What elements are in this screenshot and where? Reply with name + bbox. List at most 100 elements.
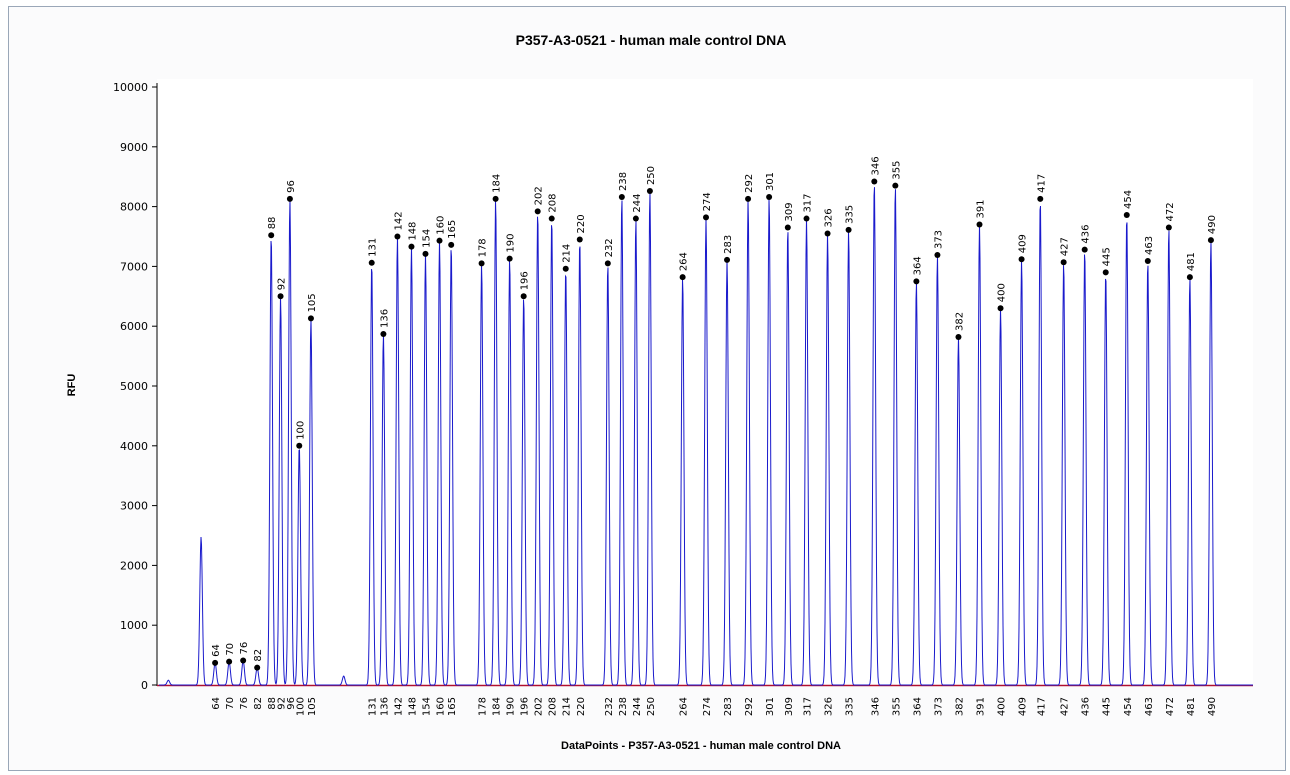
peak-marker bbox=[845, 226, 852, 233]
peak-label: 148 bbox=[407, 222, 418, 241]
x-tick-label: 88 bbox=[267, 697, 278, 710]
y-tick-label: 3000 bbox=[120, 500, 148, 513]
peak-marker bbox=[871, 178, 878, 185]
peak-label: 184 bbox=[492, 174, 503, 193]
y-tick-label: 8000 bbox=[120, 201, 148, 214]
peak-label: 364 bbox=[912, 256, 923, 275]
x-tick-label: 92 bbox=[277, 697, 288, 710]
peak-marker bbox=[784, 224, 791, 231]
peak-label: 160 bbox=[436, 216, 447, 235]
x-tick-label: 400 bbox=[997, 697, 1008, 716]
peak-marker bbox=[436, 237, 443, 244]
peak-marker bbox=[492, 195, 499, 202]
x-tick-label: 196 bbox=[520, 697, 531, 716]
peak-marker bbox=[703, 214, 709, 221]
peak-marker bbox=[632, 215, 639, 222]
peak-label: 335 bbox=[845, 205, 856, 224]
peak-label: 326 bbox=[824, 208, 835, 227]
peak-marker bbox=[679, 274, 686, 281]
x-tick-label: 178 bbox=[478, 697, 489, 716]
peak-marker bbox=[934, 252, 941, 259]
x-tick-label: 463 bbox=[1144, 697, 1155, 716]
peak-label: 208 bbox=[548, 193, 559, 212]
peak-label: 292 bbox=[744, 174, 755, 193]
x-tick-label: 301 bbox=[765, 697, 776, 716]
peak-label: 100 bbox=[295, 421, 306, 440]
x-tick-label: 391 bbox=[976, 697, 987, 716]
peak-label: 76 bbox=[239, 642, 250, 655]
peak-marker bbox=[478, 260, 485, 267]
x-tick-label: 472 bbox=[1165, 697, 1176, 716]
peak-label: 481 bbox=[1186, 252, 1197, 271]
y-tick-label: 9000 bbox=[120, 141, 148, 154]
peak-marker bbox=[1060, 259, 1067, 266]
peak-label: 355 bbox=[891, 161, 902, 180]
x-tick-label: 160 bbox=[436, 697, 447, 716]
y-axis-label: RFU bbox=[66, 374, 78, 397]
peak-label: 490 bbox=[1207, 215, 1218, 234]
x-tick-label: 96 bbox=[286, 697, 297, 710]
peak-label: 220 bbox=[576, 214, 587, 233]
chart-svg: P357-A3-0521 - human male control DNA RF… bbox=[66, 32, 1253, 752]
peak-label: 309 bbox=[784, 202, 795, 221]
peak-label: 131 bbox=[368, 238, 379, 257]
x-tick-label: 373 bbox=[933, 697, 944, 716]
x-tick-label: 445 bbox=[1102, 697, 1113, 716]
x-tick-label: 335 bbox=[845, 697, 856, 716]
x-tick-label: 184 bbox=[492, 697, 503, 716]
x-tick-label: 264 bbox=[679, 697, 690, 716]
peak-label: 190 bbox=[506, 234, 517, 253]
x-tick-label: 82 bbox=[253, 697, 264, 710]
peak-label: 136 bbox=[379, 309, 390, 328]
peak-marker bbox=[976, 221, 983, 228]
peak-marker bbox=[240, 657, 247, 664]
peak-label: 472 bbox=[1165, 202, 1176, 221]
peak-label: 373 bbox=[933, 230, 944, 249]
peak-marker bbox=[766, 194, 773, 201]
peak-marker bbox=[548, 215, 555, 222]
peak-marker bbox=[562, 265, 569, 272]
y-tick-label: 0 bbox=[141, 679, 148, 692]
peak-label: 70 bbox=[225, 643, 236, 656]
x-tick-label: 317 bbox=[803, 697, 814, 716]
peak-label: 436 bbox=[1081, 225, 1092, 244]
x-tick-label: 355 bbox=[891, 697, 902, 716]
x-tick-label: 309 bbox=[784, 697, 795, 716]
peak-label: 264 bbox=[679, 252, 690, 271]
peak-label: 178 bbox=[478, 238, 489, 257]
x-tick-label: 70 bbox=[225, 697, 236, 710]
y-tick-label: 6000 bbox=[120, 320, 148, 333]
peak-marker bbox=[286, 195, 293, 202]
x-tick-label: 190 bbox=[506, 697, 517, 716]
peak-marker bbox=[408, 243, 415, 250]
peak-label: 427 bbox=[1060, 237, 1071, 256]
peak-label: 283 bbox=[723, 235, 734, 254]
peak-label: 250 bbox=[646, 166, 657, 185]
peak-label: 454 bbox=[1123, 190, 1134, 209]
peak-label: 301 bbox=[765, 172, 776, 191]
peak-markers bbox=[212, 178, 1214, 671]
peak-marker bbox=[646, 188, 653, 195]
peak-marker bbox=[997, 305, 1004, 312]
peak-label: 317 bbox=[803, 193, 814, 212]
peak-marker bbox=[1037, 195, 1044, 202]
x-tick-label: 232 bbox=[604, 697, 615, 716]
peak-marker bbox=[913, 278, 920, 285]
peak-marker bbox=[534, 208, 541, 215]
chart-title: P357-A3-0521 - human male control DNA bbox=[516, 32, 787, 48]
peak-marker bbox=[1165, 224, 1172, 231]
y-tick-label: 4000 bbox=[120, 440, 148, 453]
peak-marker bbox=[380, 330, 387, 337]
x-tick-label: 105 bbox=[307, 697, 318, 716]
x-tick-label: 427 bbox=[1060, 697, 1071, 716]
x-tick-label: 131 bbox=[368, 697, 379, 716]
peak-marker bbox=[1123, 211, 1130, 218]
peak-marker bbox=[745, 195, 752, 202]
peak-marker bbox=[803, 215, 810, 222]
peak-marker bbox=[520, 293, 527, 300]
peak-marker bbox=[1144, 258, 1151, 265]
peak-marker bbox=[1081, 246, 1088, 253]
x-tick-label: 214 bbox=[562, 697, 573, 716]
peak-label: 238 bbox=[618, 172, 629, 191]
x-tick-label: 220 bbox=[576, 697, 587, 716]
